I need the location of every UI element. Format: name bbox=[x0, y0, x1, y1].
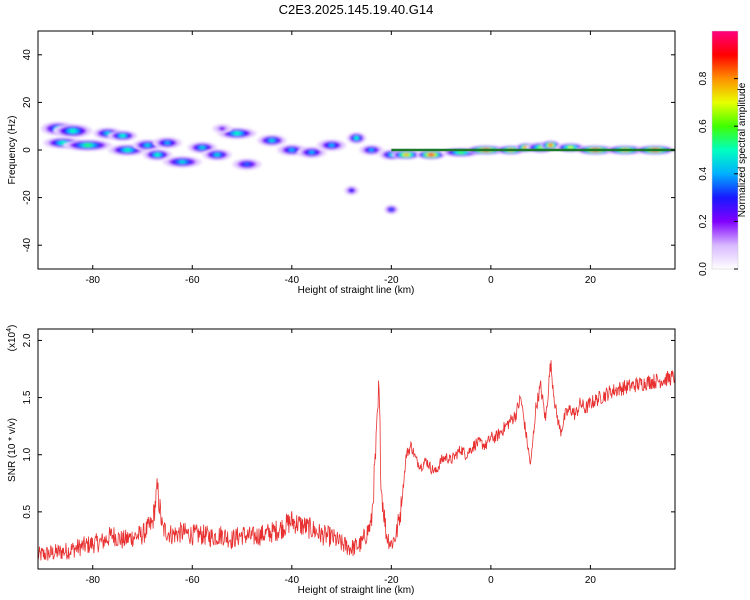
y-tick-label: 1.5 bbox=[22, 390, 33, 404]
colorbar-ticks: 0.0 0.2 0.4 0.6 0.8 bbox=[698, 71, 738, 276]
spectrogram-panel: -80 -60 -40 -20 0 20 -40 -20 0 20 40 Height of st… bbox=[7, 30, 676, 296]
snr-y-ticks: 0.5 1.0 1.5 2.0 bbox=[22, 333, 675, 519]
spectral-blob-level bbox=[549, 143, 552, 147]
spectral-blob bbox=[202, 149, 233, 161]
colorbar: 0.0 0.2 0.4 0.6 0.8 Normalized spectral ampl… bbox=[698, 30, 748, 276]
spectral-blob-level bbox=[308, 150, 315, 155]
y-tick-label: 1.0 bbox=[22, 447, 33, 461]
spectral-blob bbox=[316, 139, 347, 152]
x-tick-label: 20 bbox=[585, 575, 597, 586]
y-tick-label: -20 bbox=[22, 190, 33, 205]
spectral-blob bbox=[296, 146, 327, 159]
spectral-blob-level bbox=[144, 143, 150, 148]
spectral-blob bbox=[217, 127, 257, 140]
spectral-blob-level bbox=[568, 146, 573, 150]
colorbar-tick-label: 0.6 bbox=[698, 119, 709, 133]
x-tick-label: 0 bbox=[488, 575, 494, 586]
y-tick-label: -40 bbox=[22, 238, 33, 253]
spectrogram-y-ticks: -40 -20 0 20 40 bbox=[22, 49, 675, 253]
spectral-blob-level bbox=[368, 148, 374, 152]
spectral-blob-level bbox=[199, 145, 205, 150]
x-tick-label: -20 bbox=[384, 575, 399, 586]
x-tick-label: -80 bbox=[86, 275, 101, 286]
spectral-blob bbox=[52, 124, 93, 138]
x-tick-label: -80 bbox=[86, 575, 101, 586]
snr-series bbox=[38, 360, 675, 561]
spectral-blob-level bbox=[120, 134, 126, 138]
spectral-blob-level bbox=[354, 136, 359, 140]
spectral-blob-level bbox=[429, 153, 433, 157]
spectrogram-y-label: Frequency (Hz) bbox=[7, 116, 18, 185]
spectral-blob-level bbox=[269, 138, 275, 143]
spectral-blob-level bbox=[328, 143, 335, 148]
spectral-blob bbox=[346, 132, 367, 144]
colorbar-frame bbox=[711, 30, 739, 270]
colorbar-tick-label: 0.0 bbox=[698, 262, 709, 276]
snr-panel: -80 -60 -40 -20 0 20 0.5 1.0 1.5 2.0 Height of s… bbox=[6, 325, 676, 596]
spectral-blob-level bbox=[458, 150, 464, 154]
snr-background bbox=[38, 329, 675, 569]
spectral-blob bbox=[416, 150, 447, 160]
spectral-blob-level bbox=[244, 162, 251, 167]
x-tick-label: -60 bbox=[185, 575, 200, 586]
spectral-blob bbox=[391, 150, 422, 160]
snr-y-label: SNR (10 * v/v) bbox=[7, 418, 18, 482]
snr-x-label: Height of straight line (km) bbox=[298, 585, 415, 596]
spectral-blob bbox=[232, 158, 262, 171]
spectral-blob-level bbox=[214, 152, 220, 157]
spectral-blob bbox=[162, 156, 203, 168]
spectral-blob-level bbox=[349, 188, 354, 193]
spectral-blob bbox=[62, 139, 113, 152]
spectral-blob bbox=[152, 137, 183, 149]
spectral-blob bbox=[256, 134, 287, 147]
y-tick-label: 40 bbox=[22, 49, 33, 61]
spectral-blob bbox=[358, 144, 384, 156]
spectral-blob bbox=[383, 204, 399, 215]
y-tick-label: 20 bbox=[22, 96, 33, 108]
y-tick-label: 2.0 bbox=[22, 333, 33, 347]
colorbar-tick-label: 0.2 bbox=[698, 214, 709, 228]
spectral-blob-level bbox=[389, 207, 393, 212]
colorbar-tick-label: 0.8 bbox=[698, 71, 709, 85]
spectral-blob bbox=[107, 130, 138, 141]
x-tick-label: -60 bbox=[185, 275, 200, 286]
spectral-blob-level bbox=[404, 153, 408, 157]
snr-y-multiplier: (x104) bbox=[6, 325, 18, 352]
spectral-blob-level bbox=[288, 148, 295, 152]
y-tick-label: 0 bbox=[22, 147, 33, 153]
colorbar-gradient bbox=[712, 31, 738, 269]
x-tick-label: 0 bbox=[488, 275, 494, 286]
x-tick-label: -40 bbox=[285, 275, 300, 286]
spectrogram-x-ticks: -80 -60 -40 -20 0 20 bbox=[86, 31, 597, 286]
spectral-blob-level bbox=[233, 131, 241, 136]
figure-title: C2E3.2025.145.19.40.G14 bbox=[279, 2, 434, 17]
spectral-blob-level bbox=[124, 148, 131, 152]
spectral-blob-level bbox=[69, 128, 77, 133]
colorbar-tick-label: 0.4 bbox=[698, 166, 709, 180]
snr-line bbox=[38, 360, 675, 561]
x-tick-label: -20 bbox=[384, 275, 399, 286]
spectral-blob-level bbox=[164, 140, 171, 145]
x-tick-label: 20 bbox=[585, 275, 597, 286]
spectral-blob-level bbox=[179, 160, 186, 164]
snr-x-ticks: -80 -60 -40 -20 0 20 bbox=[86, 329, 597, 586]
spectral-blob-level bbox=[154, 152, 160, 157]
y-tick-label: 0.5 bbox=[22, 504, 33, 518]
spectrogram-x-label: Height of straight line (km) bbox=[298, 285, 415, 296]
spectral-blob bbox=[344, 185, 359, 196]
spectral-blob bbox=[212, 124, 233, 134]
spectral-blob bbox=[540, 140, 561, 150]
x-tick-label: -40 bbox=[285, 575, 300, 586]
spectral-blob bbox=[142, 149, 173, 161]
spectral-blob-level bbox=[84, 143, 92, 147]
snr-frame bbox=[37, 328, 676, 570]
spectral-blob-level bbox=[218, 126, 226, 131]
colorbar-label: Normalized spectral amplitude bbox=[737, 82, 748, 217]
